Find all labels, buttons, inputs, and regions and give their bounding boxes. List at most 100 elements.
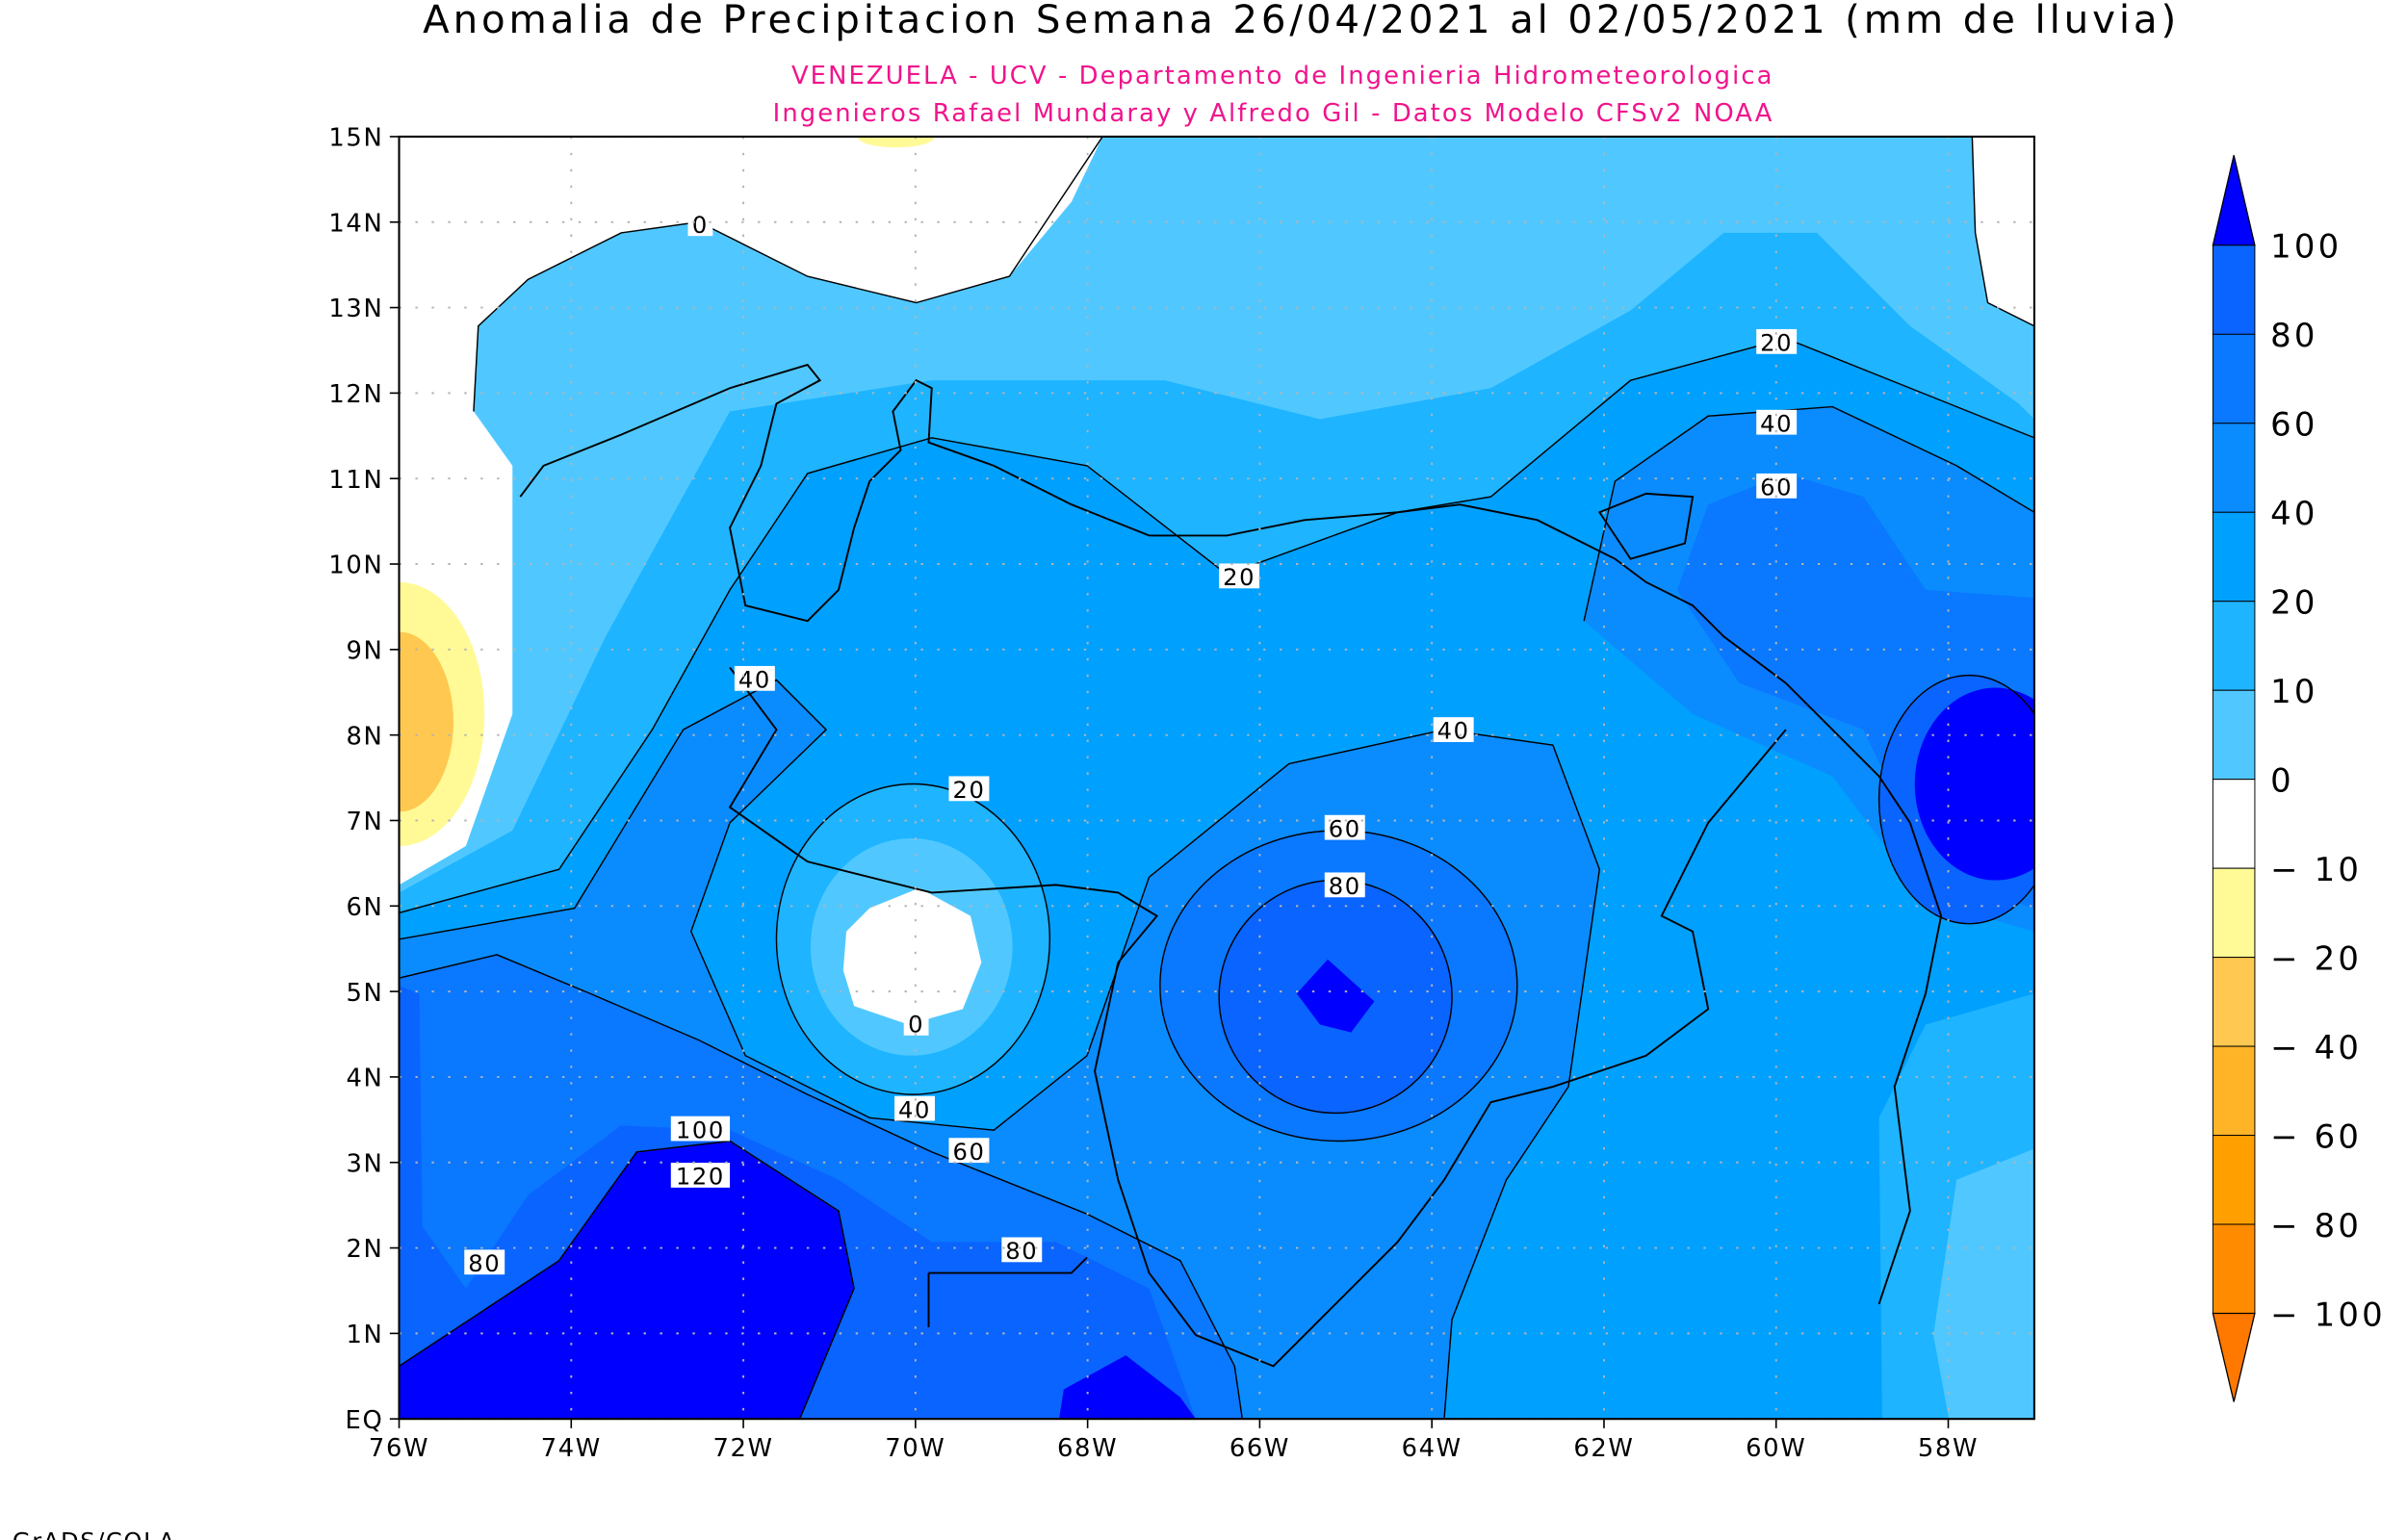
fill-gt100-east <box>1914 687 2034 881</box>
y-tick-label: 12N <box>328 380 383 409</box>
svg-text:0: 0 <box>908 1012 924 1039</box>
contour-label: 80 <box>1324 872 1365 900</box>
map-fill-layers: 0 20 40 60 20 40 40 20 60 80 0 40 60 100… <box>399 136 2034 1420</box>
fill-neg10-0-hole <box>842 887 982 1025</box>
map-title: Anomalia de Precipitacion Semana 26/04/2… <box>423 0 2180 42</box>
y-tick-label: 9N <box>346 637 383 666</box>
y-tick-label: 6N <box>346 893 383 922</box>
y-tick-label: 8N <box>346 722 383 751</box>
colorbar-level-label: 100 <box>2270 228 2342 266</box>
contour-label: 0 <box>687 211 713 239</box>
y-tick-label: 4N <box>346 1065 383 1093</box>
colorbar-level-label: 40 <box>2270 495 2318 532</box>
x-tick-label: 58W <box>1918 1434 1979 1463</box>
fill-gt100-south <box>1059 1355 1196 1420</box>
x-tick-label: 72W <box>712 1434 773 1463</box>
y-tick-label: 10N <box>328 552 383 580</box>
colorbar-box <box>2212 333 2256 424</box>
x-tick-label: 68W <box>1057 1434 1118 1463</box>
contour-label: 20 <box>948 776 990 804</box>
svg-text:40: 40 <box>738 667 771 694</box>
contour-labels: 0 20 40 60 20 40 40 20 60 80 0 40 60 100… <box>464 211 1798 1277</box>
x-tick-label: 70W <box>885 1434 945 1463</box>
contour-label: 0 <box>903 1011 929 1039</box>
colorbar-level-label: − 40 <box>2270 1029 2362 1066</box>
contour-label: 120 <box>670 1163 731 1191</box>
x-tick-label: 66W <box>1229 1434 1290 1463</box>
x-tick-label: 64W <box>1402 1434 1462 1463</box>
coastline-borders <box>519 363 1943 1368</box>
colorbar-level-label: − 60 <box>2270 1117 2362 1155</box>
colorbar-box <box>2212 1135 2256 1225</box>
subtitle-authors: Ingenieros Rafael Mundaray y Alfredo Gil… <box>773 99 1774 128</box>
fill-gt100-center <box>1296 959 1375 1033</box>
colorbar-top-arrow <box>2212 155 2256 246</box>
colorbar-level-label: 60 <box>2270 406 2318 444</box>
svg-text:40: 40 <box>898 1096 931 1123</box>
colorbar-box <box>2212 957 2256 1047</box>
svg-text:40: 40 <box>1437 718 1470 745</box>
y-tick-label: 3N <box>346 1149 383 1178</box>
contour-label: 80 <box>464 1249 505 1277</box>
contour-label: 60 <box>1324 814 1365 842</box>
fill-gt100 <box>399 1141 855 1420</box>
colorbar-level-label: 0 <box>2270 762 2294 800</box>
y-tick-label: 13N <box>328 295 383 323</box>
svg-text:60: 60 <box>1329 815 1361 842</box>
x-tick-label: 60W <box>1746 1434 1806 1463</box>
contour-label: 100 <box>670 1116 731 1143</box>
contour-label: 20 <box>1219 563 1260 591</box>
colorbar-level-label: − 10 <box>2270 851 2362 888</box>
footer-credit: GrADS/COLA <box>13 1528 176 1540</box>
svg-text:60: 60 <box>952 1139 985 1166</box>
colorbar-box <box>2212 689 2256 781</box>
contour-label: 40 <box>734 665 775 694</box>
colorbar-box <box>2212 601 2256 691</box>
colorbar-box <box>2212 511 2256 603</box>
y-tick-label: 14N <box>328 209 383 238</box>
svg-text:120: 120 <box>676 1164 725 1191</box>
colorbar-box <box>2212 867 2256 959</box>
contour-label: 80 <box>1001 1237 1043 1265</box>
y-axis: EQ 1N 2N 3N 4N 5N 6N 7N 8N 9N 10N 11N 12N 13N 14N 15N <box>328 124 400 1435</box>
x-tick-label: 76W <box>369 1434 429 1463</box>
x-axis: 76W 74W 72W 70W 68W 66W 64W 62W 60W 58W <box>369 1419 1979 1463</box>
y-tick-label: 2N <box>346 1235 383 1264</box>
gridlines <box>399 136 2034 1420</box>
colorbar-level-label: 20 <box>2270 584 2318 622</box>
svg-text:20: 20 <box>952 777 985 804</box>
y-tick-label: 15N <box>328 124 383 153</box>
svg-text:80: 80 <box>1329 873 1361 900</box>
y-tick-label: 7N <box>346 808 383 836</box>
colorbar-level-label: − 80 <box>2270 1207 2362 1245</box>
map-frame <box>398 135 2035 1421</box>
colorbar-box <box>2212 779 2256 869</box>
colorbar-level-label: − 100 <box>2270 1296 2386 1333</box>
colorbar-level-label: − 20 <box>2270 940 2362 978</box>
svg-text:80: 80 <box>1005 1238 1038 1265</box>
y-tick-label: 11N <box>328 466 383 495</box>
contour-label: 40 <box>1433 717 1474 745</box>
colorbar-level-label: 10 <box>2270 673 2318 710</box>
x-tick-label: 62W <box>1573 1434 1634 1463</box>
colorbar-box <box>2212 1223 2256 1315</box>
fill-neg20-neg10-north <box>857 136 935 148</box>
svg-text:80: 80 <box>468 1250 501 1277</box>
y-tick-label: 5N <box>346 979 383 1008</box>
y-tick-label: EQ <box>346 1406 384 1435</box>
x-tick-label: 74W <box>541 1434 602 1463</box>
y-tick-label: 1N <box>346 1321 383 1349</box>
svg-text:100: 100 <box>676 1116 725 1143</box>
colorbar-box <box>2212 244 2256 335</box>
contour-label: 60 <box>948 1138 990 1166</box>
colorbar-box <box>2212 1045 2256 1137</box>
svg-text:0: 0 <box>692 212 709 239</box>
svg-text:20: 20 <box>1223 564 1255 591</box>
colorbar-level-label: 80 <box>2270 317 2318 354</box>
colorbar-bottom-arrow <box>2212 1312 2256 1402</box>
subtitle-institution: VENEZUELA - UCV - Departamento de Ingeni… <box>791 62 1774 90</box>
colorbar-box <box>2212 423 2256 513</box>
fill-neg40-neg20 <box>399 631 453 812</box>
